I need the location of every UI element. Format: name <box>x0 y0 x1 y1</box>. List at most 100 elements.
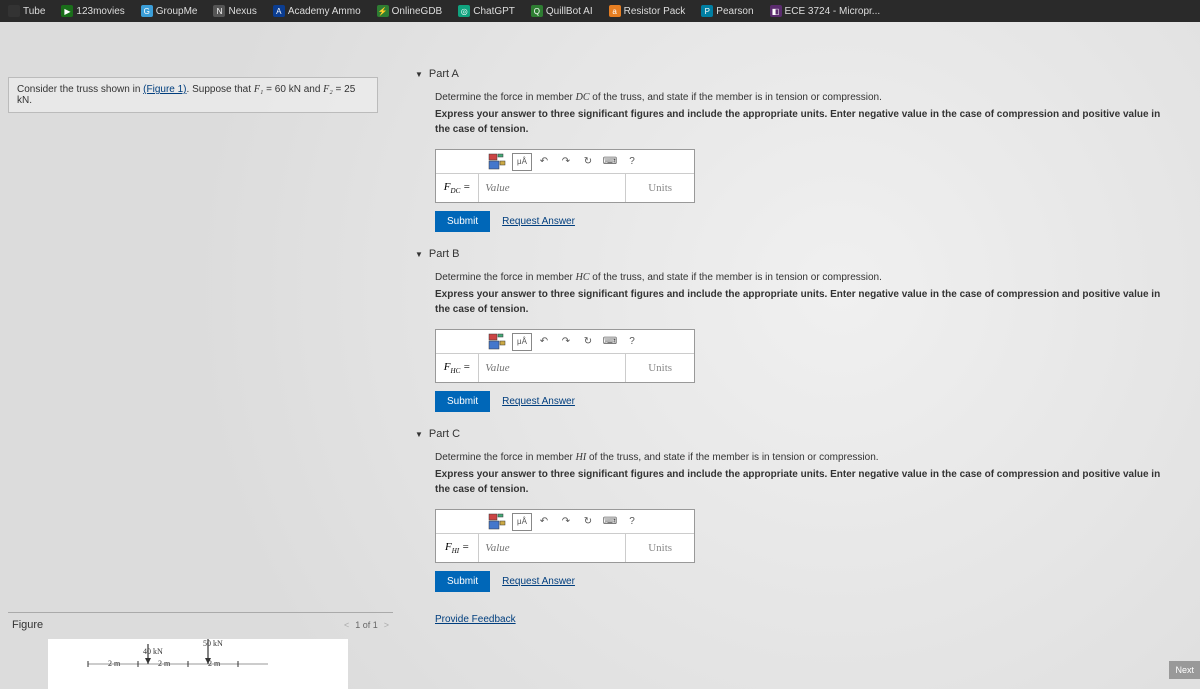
undo-button[interactable]: ↶ <box>534 513 554 531</box>
figure-nav-text: 1 of 1 <box>355 620 378 630</box>
submit-button[interactable]: Submit <box>435 571 490 592</box>
units-box[interactable]: Units <box>625 174 694 202</box>
keyboard-button[interactable]: ⌨ <box>600 153 620 171</box>
variable-label: FHC = <box>436 354 479 382</box>
bookmark-label: Nexus <box>228 6 256 17</box>
bookmark-item[interactable]: AAcademy Ammo <box>269 3 365 19</box>
answer-toolbar: μÅ↶↷↻⌨? <box>436 150 694 174</box>
bookmark-icon: P <box>701 5 713 17</box>
instruction-bold: Express your answer to three significant… <box>435 107 1170 137</box>
value-input[interactable] <box>479 174 625 202</box>
request-answer-link[interactable]: Request Answer <box>502 576 575 587</box>
answer-box: μÅ↶↷↻⌨?FHC =Units <box>435 329 695 383</box>
figure-link[interactable]: (Figure 1) <box>143 84 186 95</box>
mu-a-button[interactable]: μÅ <box>512 333 532 351</box>
submit-button[interactable]: Submit <box>435 391 490 412</box>
variable-label: FDC = <box>436 174 479 202</box>
part-header[interactable]: ▼ Part B <box>405 242 1200 266</box>
bookmark-item[interactable]: ◧ECE 3724 - Micropr... <box>766 3 885 19</box>
answer-toolbar: μÅ↶↷↻⌨? <box>436 330 694 354</box>
units-box[interactable]: Units <box>625 534 694 562</box>
answer-box: μÅ↶↷↻⌨? FHI = Units <box>435 509 695 563</box>
bookmark-icon: ◎ <box>458 5 470 17</box>
bookmark-label: OnlineGDB <box>392 6 443 17</box>
figure-title: Figure <box>12 619 43 631</box>
redo-button[interactable]: ↷ <box>556 513 576 531</box>
part-header[interactable]: ▼Part C <box>405 422 1200 446</box>
bookmark-icon: ⚡ <box>377 5 389 17</box>
request-answer-link[interactable]: Request Answer <box>502 216 575 227</box>
mu-a-button[interactable]: μÅ <box>512 153 532 171</box>
templates-icon[interactable] <box>488 513 510 531</box>
reset-button[interactable]: ↻ <box>578 513 598 531</box>
bookmark-label: GroupMe <box>156 6 198 17</box>
bookmark-item[interactable]: PPearson <box>697 3 757 19</box>
part-header[interactable]: ▼ Part A <box>405 62 1200 86</box>
part-section-c: ▼Part C Determine the force in member HI … <box>405 422 1200 596</box>
bookmark-icon: G <box>141 5 153 17</box>
bookmark-item[interactable]: aResistor Pack <box>605 3 690 19</box>
part-title: Part C <box>429 428 460 440</box>
bookmark-item[interactable]: GGroupMe <box>137 3 202 19</box>
request-answer-link[interactable]: Request Answer <box>502 396 575 407</box>
redo-button[interactable]: ↷ <box>556 333 576 351</box>
help-button[interactable]: ? <box>622 513 642 531</box>
part-section-b: ▼ Part B Determine the force in member HC … <box>405 242 1200 416</box>
bookmark-item[interactable]: ⚡OnlineGDB <box>373 3 447 19</box>
next-button[interactable]: Next <box>1169 661 1200 679</box>
undo-button[interactable]: ↶ <box>534 153 554 171</box>
answer-box: μÅ↶↷↻⌨?FDC =Units <box>435 149 695 203</box>
part-title: Part B <box>429 248 460 260</box>
figure-prev-button[interactable]: < <box>344 620 349 630</box>
mu-a-button[interactable]: μÅ <box>512 513 532 531</box>
bookmark-item[interactable]: ▶123movies <box>57 3 128 19</box>
bookmark-icon: ▶ <box>61 5 73 17</box>
units-box[interactable]: Units <box>625 354 694 382</box>
instruction-text: Determine the force in member HI of the … <box>435 450 1170 465</box>
bookmark-item[interactable]: QQuillBot AI <box>527 3 597 19</box>
redo-button[interactable]: ↷ <box>556 153 576 171</box>
templates-icon[interactable] <box>488 333 510 351</box>
bookmark-icon: A <box>273 5 285 17</box>
bookmark-label: ECE 3724 - Micropr... <box>785 6 881 17</box>
submit-row: Submit Request Answer <box>435 391 1170 412</box>
bookmark-icon <box>8 5 20 17</box>
help-button[interactable]: ? <box>622 153 642 171</box>
variable-label: FHI = <box>436 534 479 562</box>
help-button[interactable]: ? <box>622 333 642 351</box>
reset-button[interactable]: ↻ <box>578 153 598 171</box>
bookmark-label: Resistor Pack <box>624 6 686 17</box>
bookmark-item[interactable]: Tube <box>4 3 49 19</box>
problem-f1-var: F₁ <box>254 84 264 95</box>
instruction-text: Determine the force in member HC of the … <box>435 270 1170 285</box>
problem-f1-val: = 60 kN and <box>263 84 323 95</box>
problem-text-prefix: Consider the truss shown in <box>17 84 143 95</box>
chevron-down-icon: ▼ <box>415 70 423 79</box>
templates-icon[interactable] <box>488 153 510 171</box>
figure-image: 40 kN 50 kN 2 m 2 m 2 m <box>48 639 348 689</box>
bookmark-item[interactable]: ◎ChatGPT <box>454 3 519 19</box>
input-row: FHC = Units <box>436 354 694 382</box>
instruction-bold: Express your answer to three significant… <box>435 467 1170 497</box>
problem-text-suffix1: . Suppose that <box>187 84 254 95</box>
undo-button[interactable]: ↶ <box>534 333 554 351</box>
bookmark-label: 123movies <box>76 6 124 17</box>
figure-next-button[interactable]: > <box>384 620 389 630</box>
provide-feedback-link[interactable]: Provide Feedback <box>435 614 516 625</box>
bookmark-item[interactable]: NNexus <box>209 3 260 19</box>
keyboard-button[interactable]: ⌨ <box>600 333 620 351</box>
bookmark-label: ChatGPT <box>473 6 515 17</box>
bookmarks-bar: Tube ▶123movies GGroupMe NNexus AAcademy Amm… <box>0 0 1200 22</box>
input-row: FDC = Units <box>436 174 694 202</box>
submit-button[interactable]: Submit <box>435 211 490 232</box>
value-input[interactable] <box>479 354 625 382</box>
reset-button[interactable]: ↻ <box>578 333 598 351</box>
chevron-down-icon: ▼ <box>415 250 423 259</box>
value-input[interactable] <box>479 534 625 562</box>
keyboard-button[interactable]: ⌨ <box>600 513 620 531</box>
bookmark-label: QuillBot AI <box>546 6 593 17</box>
bookmark-label: Pearson <box>716 6 753 17</box>
part-title: Part A <box>429 68 459 80</box>
problem-statement: Consider the truss shown in (Figure 1). … <box>8 77 378 113</box>
main-content: Consider the truss shown in (Figure 1). … <box>0 22 1200 689</box>
